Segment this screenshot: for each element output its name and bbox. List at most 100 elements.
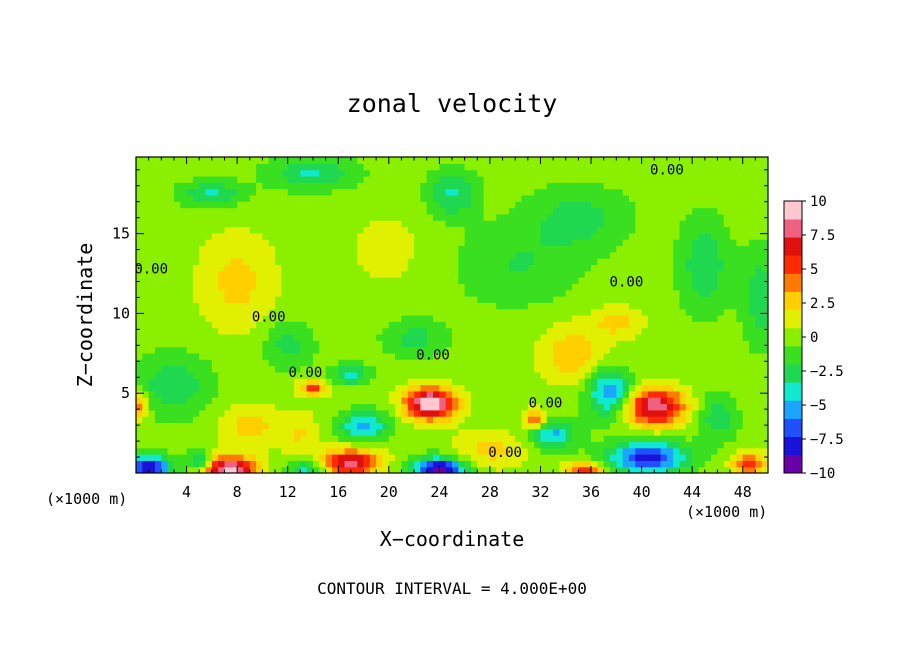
heatmap-cell <box>521 409 529 417</box>
heatmap-cell <box>761 416 768 424</box>
heatmap-cell <box>294 169 301 177</box>
heatmap-cell <box>496 441 504 449</box>
heatmap-cell <box>635 289 643 297</box>
heatmap-cell <box>186 169 194 177</box>
heatmap-cell <box>553 239 561 247</box>
heatmap-cell <box>553 327 561 335</box>
heatmap-cell <box>692 327 700 335</box>
heatmap-cell <box>527 302 535 310</box>
heatmap-cell <box>186 371 194 379</box>
heatmap-cell <box>338 169 346 177</box>
heatmap-cell <box>628 422 636 430</box>
heatmap-cell <box>502 194 510 202</box>
heatmap-cell <box>275 447 282 455</box>
heatmap-cell <box>515 409 523 417</box>
heatmap-cell <box>243 175 251 183</box>
heatmap-cell <box>331 220 339 228</box>
heatmap-cell <box>395 182 403 190</box>
heatmap-cell <box>357 378 365 386</box>
heatmap-cell <box>698 454 706 461</box>
heatmap-cell <box>395 270 403 278</box>
heatmap-cell <box>477 454 485 461</box>
heatmap-cell <box>458 213 466 221</box>
heatmap-cell <box>723 321 731 329</box>
heatmap-cell <box>483 270 491 278</box>
heatmap-cell <box>369 416 377 424</box>
heatmap-cell <box>546 460 554 468</box>
heatmap-cell <box>761 327 768 335</box>
heatmap-cell <box>515 182 523 190</box>
heatmap-cell <box>654 270 662 278</box>
heatmap-cell <box>224 346 232 354</box>
heatmap-cell <box>641 264 649 272</box>
heatmap-cell <box>294 302 301 310</box>
heatmap-cell <box>628 333 636 341</box>
heatmap-cell <box>730 390 737 398</box>
heatmap-cell <box>275 384 282 392</box>
heatmap-cell <box>477 460 485 468</box>
heatmap-cell <box>616 296 624 303</box>
heatmap-cell <box>439 352 447 360</box>
heatmap-cell <box>546 213 554 221</box>
heatmap-cell <box>433 346 440 354</box>
heatmap-cell <box>319 435 327 442</box>
heatmap-cell <box>470 277 478 284</box>
heatmap-cell <box>546 384 554 392</box>
heatmap-cell <box>426 428 434 436</box>
heatmap-cell <box>344 454 352 461</box>
heatmap-cell <box>237 283 245 291</box>
heatmap-cell <box>192 264 200 272</box>
heatmap-cell <box>211 175 219 183</box>
heatmap-cell <box>616 157 624 164</box>
heatmap-cell <box>395 245 403 253</box>
heatmap-cell <box>578 264 586 272</box>
heatmap-cell <box>376 435 384 442</box>
heatmap-cell <box>439 441 447 449</box>
heatmap-cell <box>230 359 238 367</box>
heatmap-cell <box>464 390 472 398</box>
heatmap-cell <box>306 352 314 360</box>
heatmap-cell <box>717 460 725 468</box>
heatmap-cell <box>420 384 428 392</box>
heatmap-cell <box>597 226 605 234</box>
heatmap-cell <box>572 441 579 449</box>
heatmap-cell <box>262 466 270 473</box>
heatmap-cell <box>736 207 744 215</box>
heatmap-cell <box>230 441 238 449</box>
heatmap-cell <box>610 435 617 442</box>
heatmap-cell <box>515 188 523 196</box>
heatmap-cell <box>534 239 542 247</box>
heatmap-cell <box>742 175 750 183</box>
heatmap-cell <box>180 277 188 284</box>
heatmap-cell <box>306 397 314 405</box>
heatmap-cell <box>338 201 346 209</box>
heatmap-cell <box>401 264 409 272</box>
heatmap-cell <box>559 239 567 247</box>
heatmap-cell <box>534 289 542 297</box>
heatmap-cell <box>641 352 649 360</box>
heatmap-cell <box>679 384 687 392</box>
heatmap-cell <box>546 371 554 379</box>
heatmap-cell <box>584 454 592 461</box>
heatmap-cell <box>287 232 295 240</box>
heatmap-cell <box>730 163 737 171</box>
heatmap-cell <box>616 422 624 430</box>
heatmap-cell <box>452 384 459 392</box>
heatmap-cell <box>382 182 390 190</box>
heatmap-cell <box>496 447 504 455</box>
heatmap-cell <box>325 213 333 221</box>
heatmap-cell <box>628 460 636 468</box>
heatmap-cell <box>173 251 181 259</box>
heatmap-cell <box>401 378 409 386</box>
heatmap-cell <box>414 258 421 266</box>
heatmap-cell <box>414 422 421 430</box>
heatmap-cell <box>407 163 415 171</box>
heatmap-cell <box>641 201 649 209</box>
heatmap-cell <box>142 428 150 436</box>
heatmap-cell <box>243 422 251 430</box>
heatmap-cell <box>673 390 681 398</box>
heatmap-cell <box>369 245 377 253</box>
heatmap-cell <box>256 207 263 215</box>
heatmap-cell <box>173 333 181 341</box>
heatmap-cell <box>755 409 763 417</box>
